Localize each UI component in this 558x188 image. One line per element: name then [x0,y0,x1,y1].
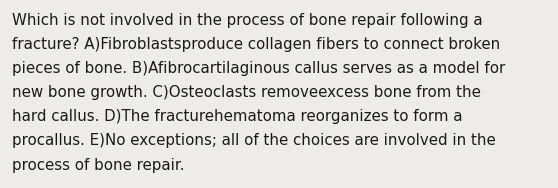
Text: new bone growth. C)Osteoclasts removeexcess bone from the: new bone growth. C)Osteoclasts removeexc… [12,85,481,100]
Text: fracture? A)Fibroblastsproduce collagen fibers to connect broken: fracture? A)Fibroblastsproduce collagen … [12,37,501,52]
Text: procallus. E)No exceptions; all of the choices are involved in the: procallus. E)No exceptions; all of the c… [12,133,496,149]
Text: hard callus. D)The fracturehematoma reorganizes to form a: hard callus. D)The fracturehematoma reor… [12,109,463,124]
Text: Which is not involved in the process of bone repair following a: Which is not involved in the process of … [12,13,483,28]
Text: pieces of bone. B)Afibrocartilaginous callus serves as a model for: pieces of bone. B)Afibrocartilaginous ca… [12,61,506,76]
Text: process of bone repair.: process of bone repair. [12,158,185,173]
